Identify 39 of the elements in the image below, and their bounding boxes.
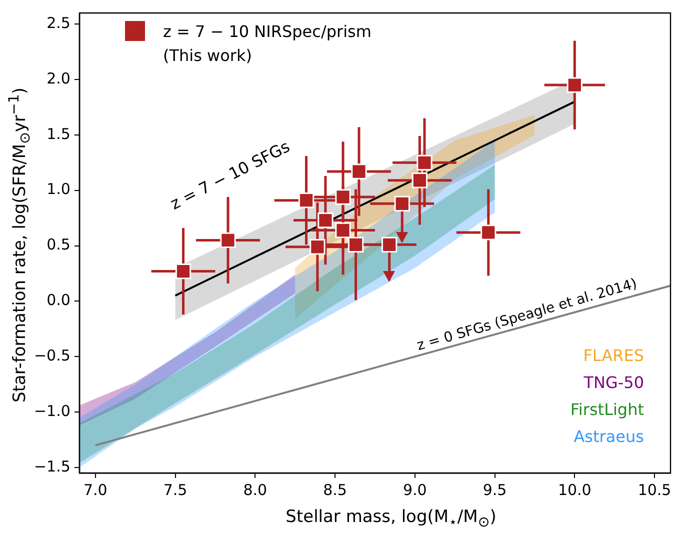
y-tick-label: −1.0 — [34, 402, 70, 420]
x-axis-title: Stellar mass, log(M$_{⋆}$/M$_{⊙}$) — [284, 507, 498, 530]
point — [412, 172, 428, 188]
y-tick-label: 2.5 — [46, 14, 70, 32]
x-tick-label: 7.5 — [163, 480, 188, 499]
point — [394, 196, 410, 212]
point — [220, 232, 236, 248]
y-tick-label: −1.5 — [34, 457, 70, 476]
point — [298, 192, 314, 208]
legend-label: Astraeus — [572, 426, 644, 448]
x-tick-label: 8.0 — [243, 480, 268, 499]
annotation: z = 7 − 10 SFGs — [167, 136, 293, 214]
x-tick-label: 10.5 — [638, 480, 672, 499]
point — [335, 222, 351, 238]
point — [416, 154, 432, 170]
legend-label: z = 7 − 10 NIRSpec/prism (This work) — [163, 21, 372, 67]
point — [348, 236, 364, 252]
y-tick-label: 1.5 — [46, 124, 70, 143]
point — [318, 212, 334, 228]
y-tick-label: 0.0 — [46, 291, 70, 310]
legend-label: FirstLight — [570, 399, 644, 421]
point — [310, 239, 326, 255]
x-tick-label: 9.5 — [482, 480, 507, 499]
y-tick-label: 1.0 — [46, 180, 70, 198]
x-tick-label: 10.0 — [558, 480, 592, 499]
point — [335, 189, 351, 205]
y-tick-label: −0.5 — [34, 346, 70, 365]
point — [566, 77, 582, 93]
legend-label: TNG-50 — [582, 372, 644, 394]
y-tick-label: 2.0 — [46, 69, 70, 88]
point — [382, 236, 398, 252]
x-tick-label: 9.0 — [402, 480, 427, 499]
x-tick-label: 7.0 — [83, 480, 108, 499]
legend-label: FLARES — [582, 345, 644, 367]
point — [480, 224, 496, 240]
point — [351, 164, 367, 180]
point — [175, 263, 192, 280]
y-tick-label: 0.5 — [46, 236, 70, 254]
x-tick-label: 8.5 — [323, 480, 347, 499]
